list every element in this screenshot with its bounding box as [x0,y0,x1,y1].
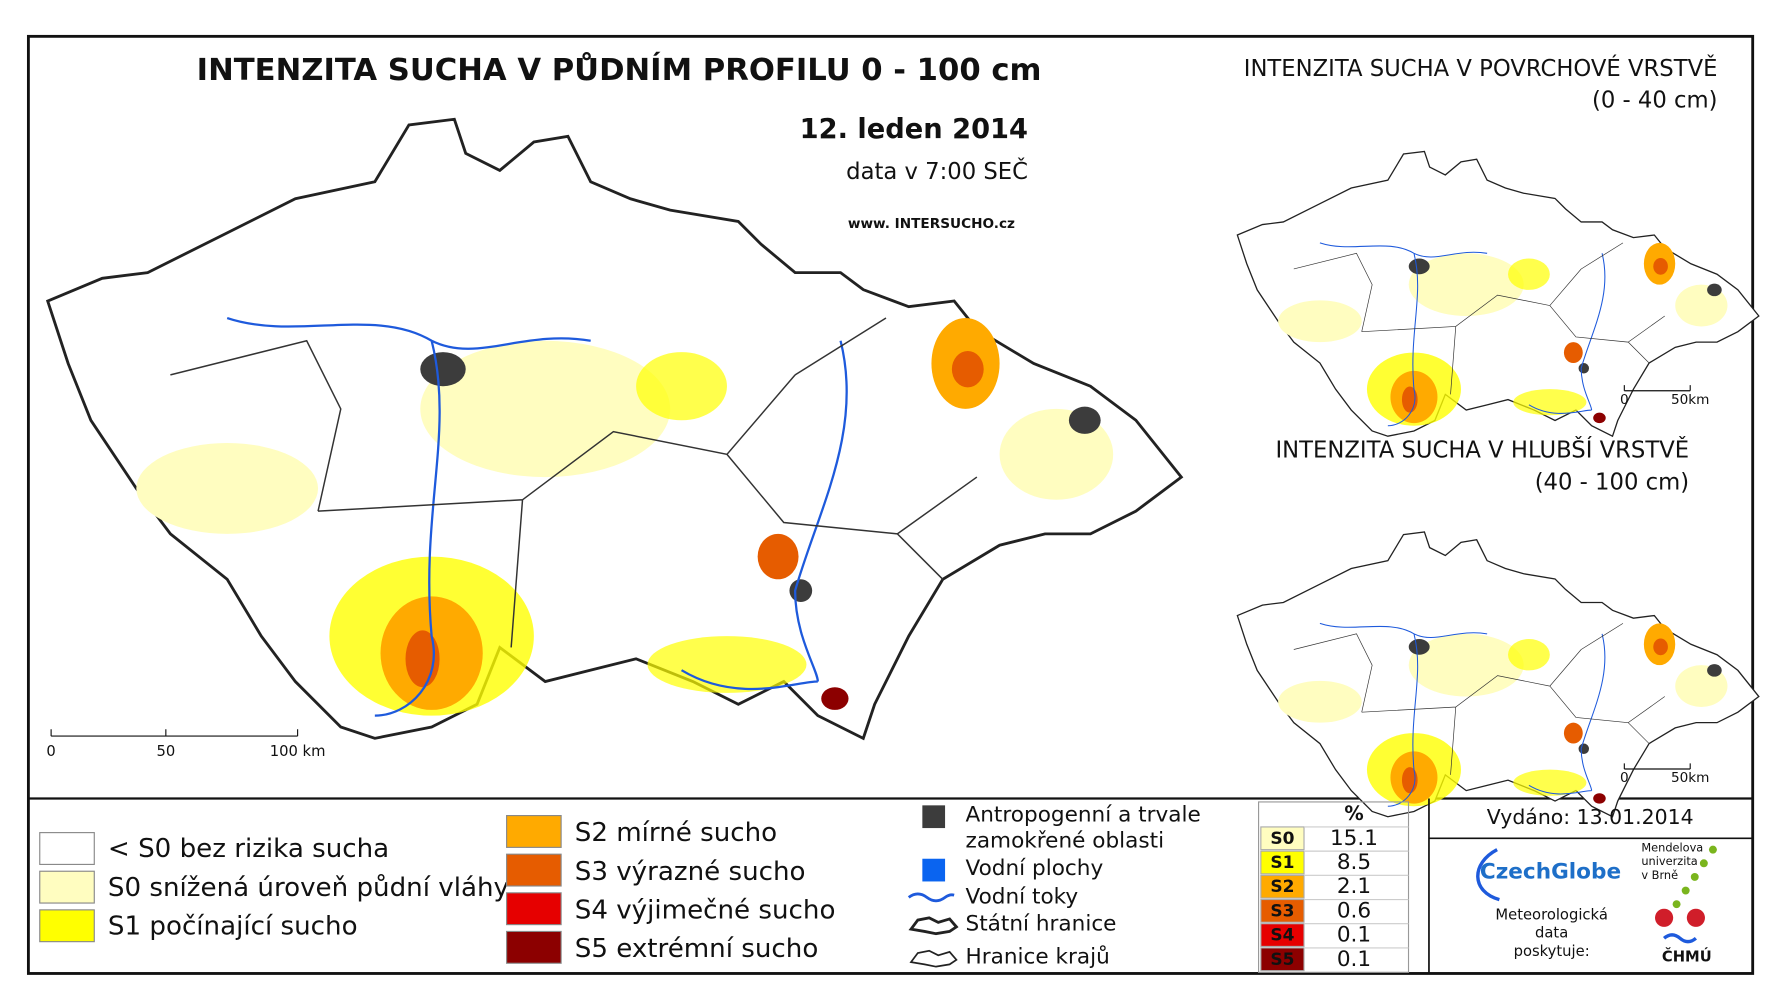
legend-label: S0 snížená úroveň půdní vláhy [108,873,509,903]
provider-text: data [1535,925,1568,942]
inset-scale-label: 50km [1671,770,1710,786]
map-date: 12. leden 2014 [800,114,1028,145]
stats-value: 8.5 [1337,850,1371,875]
chmu-icon [1655,908,1674,927]
chmu-icon [1662,933,1698,944]
scale-label: 100 km [270,743,326,760]
mendel-dots [1672,845,1717,909]
legend-label: S1 počínající sucho [108,911,358,941]
mendel-logo: univerzita [1641,854,1697,868]
inset-scale [1623,385,1691,392]
stats-class-cell [1260,923,1305,947]
inset-scale-label: 50km [1671,392,1710,408]
legend-label: S2 mírné sucho [575,818,777,848]
chmu-logo: ČHMÚ [1662,948,1712,966]
czechglobe-arc [1476,848,1500,902]
stats-class-cell [1260,947,1305,972]
inset-scale-label: 0 [1620,770,1629,786]
legend-icon [907,892,955,903]
legend-swatch [39,909,95,943]
map-title: INTENZITA SUCHA V PŮDNÍM PROFILU 0 - 100… [197,51,1042,88]
inset-title: INTENZITA SUCHA V POVRCHOVÉ VRSTVĚ [1244,54,1718,82]
stats-class: S2 [1270,877,1294,897]
legend-label: Vodní toky [966,884,1079,909]
legend-label: zamokřené oblasti [966,829,1165,854]
legend-swatch [506,892,562,926]
legend-label: Státní hranice [966,912,1117,937]
legend-swatch [506,815,562,848]
stats-class: S0 [1270,829,1294,849]
mendel-logo: Mendelova [1641,841,1703,855]
inset-title: INTENZITA SUCHA V HLUBŠÍ VRSTVĚ [1275,435,1689,463]
legend-label: S3 výrazné sucho [575,857,806,887]
stats-class-cell [1260,874,1305,899]
legend-icon [922,858,946,882]
map-time: data v 7:00 SEČ [846,157,1028,185]
stats-value: 0.1 [1337,947,1371,972]
stats-class: S5 [1270,950,1294,970]
stats-class: S3 [1270,901,1294,921]
legend: < S0 bez rizika sucha S0 snížená úroveň p… [39,803,1201,970]
stats-class: S4 [1270,926,1294,946]
legend-swatch [506,853,562,887]
stats-value: 2.1 [1337,874,1371,899]
scale-label: 0 [46,743,55,760]
legend-icon [908,916,959,936]
legend-swatch [506,930,562,964]
issued-date: Vydáno: 13.01.2014 [1487,805,1694,829]
provider-text: Meteorologická [1495,907,1607,924]
legend-label: Antropogenní a trvale [966,803,1201,828]
website: www. INTERSUCHO.cz [848,216,1015,232]
chmu-icon [1686,908,1705,927]
czechglobe-logo: CzechGlobe [1480,859,1621,884]
scale-bar: 0 50 100 km [46,729,325,760]
legend-label: Hranice krajů [966,945,1110,970]
stats-value: 0.6 [1337,898,1371,923]
provider-text: poskytuje: [1514,943,1590,960]
legend-icon [909,949,958,968]
stats-class: S1 [1270,853,1294,873]
stats-class-cell [1260,850,1305,875]
legend-label: S5 extrémní sucho [575,934,819,964]
inset-subtitle: (40 - 100 cm) [1535,469,1689,495]
legend-swatch [39,870,95,904]
inset-scale-label: 0 [1620,392,1629,408]
legend-swatch [39,832,95,865]
stats-value: 15.1 [1330,826,1378,851]
legend-icon [922,805,946,829]
legend-label: < S0 bez rizika sucha [108,834,389,864]
stats-class-cell [1260,826,1305,851]
stats-value: 0.1 [1337,923,1371,948]
stats-header: % [1344,802,1363,825]
legend-label: S4 výjimečné sucho [575,895,836,925]
inset-subtitle: (0 - 40 cm) [1592,88,1718,114]
mendel-logo: v Brně [1641,868,1678,882]
stats-class-cell [1260,898,1305,923]
inset-scale [1623,763,1691,770]
legend-label: Vodní plochy [966,856,1104,881]
scale-label: 50 [156,743,175,760]
stats-table: % S0 15.1 S1 8.5 S2 2.1 S3 0.6 S4 0.1 S5 0.1 [1258,801,1410,973]
